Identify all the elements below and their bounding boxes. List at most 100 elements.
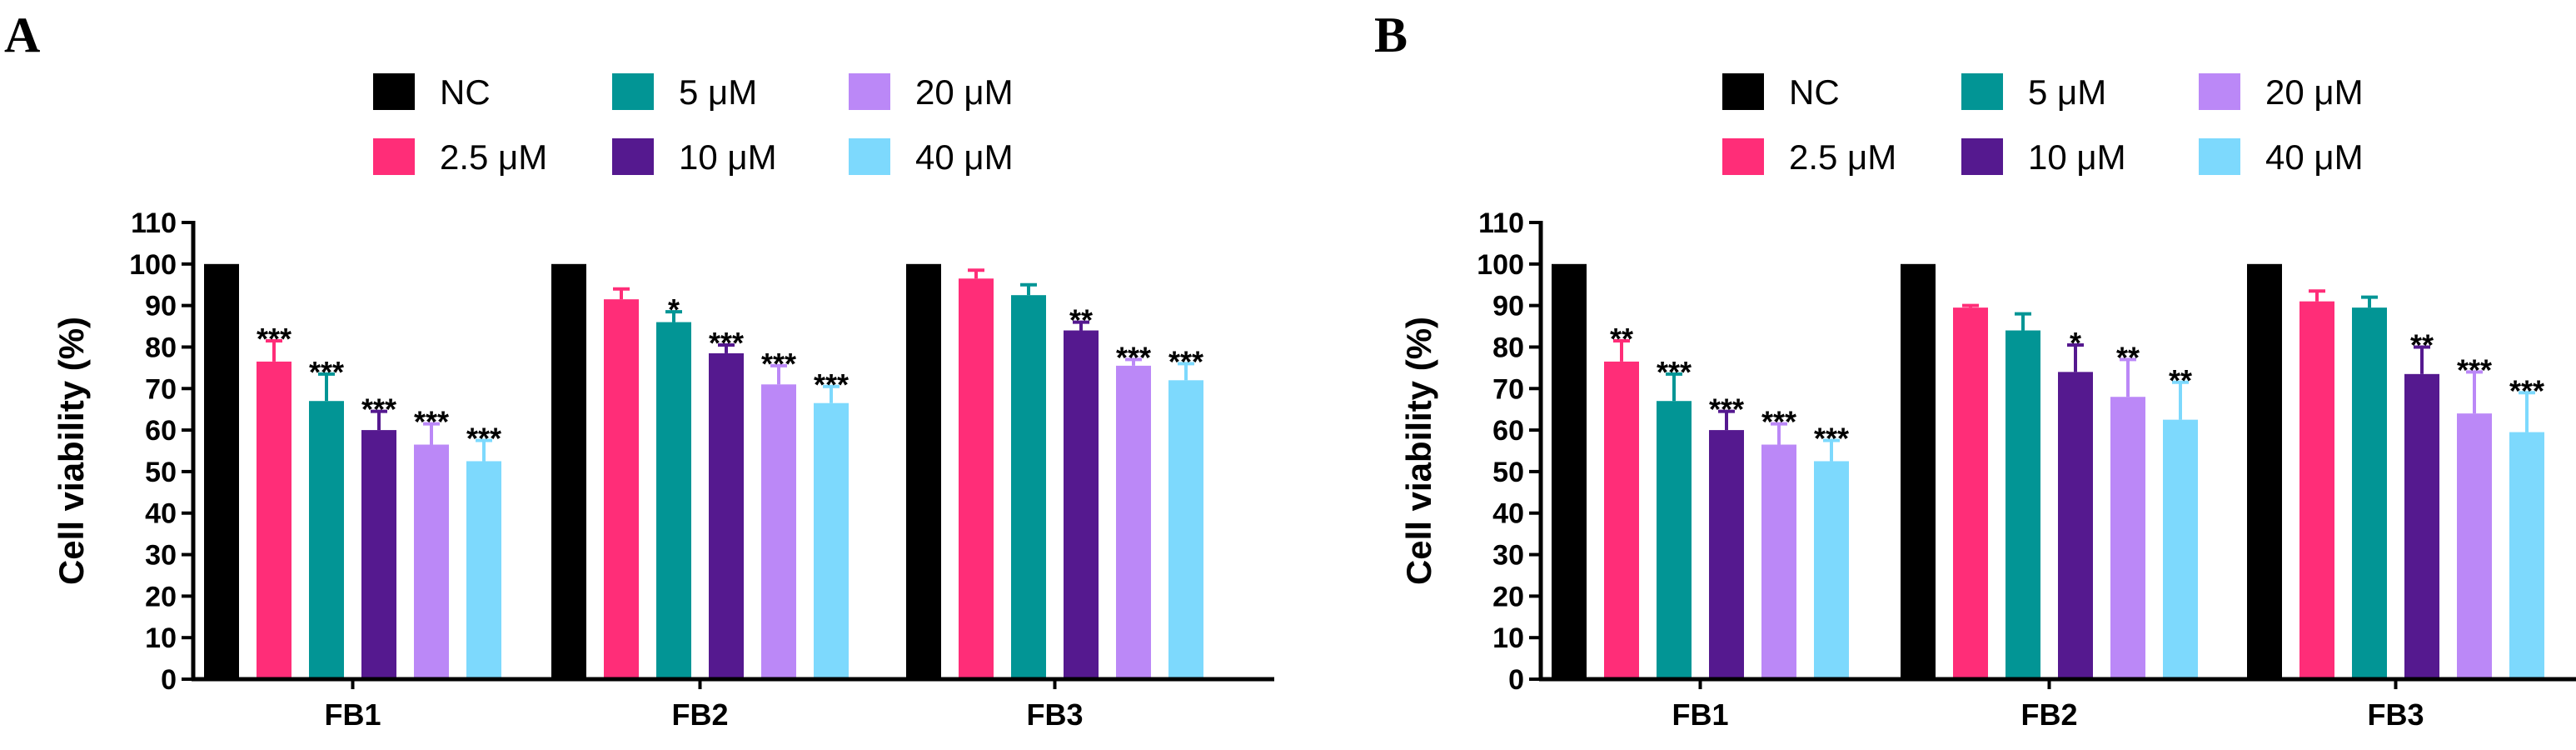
legend-swatch xyxy=(1722,73,1764,110)
legend-swatch xyxy=(612,73,654,110)
legend-label: 5 μM xyxy=(2028,72,2106,112)
significance-label: *** xyxy=(1709,392,1744,427)
y-tick-label: 30 xyxy=(1492,540,1524,572)
bar xyxy=(1604,361,1639,679)
bar xyxy=(551,263,586,679)
bar xyxy=(1168,380,1203,679)
significance-label: ** xyxy=(2169,363,2192,398)
bar xyxy=(414,444,449,679)
significance-label: *** xyxy=(1168,344,1203,378)
y-tick-label: 100 xyxy=(129,249,177,281)
y-axis-label: Cell viability (%) xyxy=(52,317,91,585)
bar xyxy=(814,402,849,679)
bar xyxy=(309,401,344,679)
bar xyxy=(361,430,396,679)
significance-label: *** xyxy=(1657,355,1692,389)
y-tick-label: 50 xyxy=(145,457,177,488)
bar xyxy=(1709,430,1744,679)
x-tick-label: FB1 xyxy=(1672,698,1728,732)
bar xyxy=(1901,263,1936,679)
bar xyxy=(761,384,796,679)
bar xyxy=(466,461,501,679)
bar xyxy=(1953,308,1988,679)
significance-label: *** xyxy=(361,392,396,427)
x-tick-label: FB2 xyxy=(671,698,728,732)
significance-label: *** xyxy=(1814,422,1849,456)
bar xyxy=(204,263,239,679)
bar xyxy=(257,361,291,679)
y-tick-label: 20 xyxy=(145,581,177,612)
legend-label: 10 μM xyxy=(679,138,777,177)
bar xyxy=(1011,295,1046,679)
significance-label: ** xyxy=(2116,340,2140,374)
y-tick-label: 90 xyxy=(1492,291,1524,322)
significance-label: *** xyxy=(257,322,291,356)
significance-label: *** xyxy=(414,405,449,439)
y-tick-label: 20 xyxy=(1492,581,1524,612)
legend-label: 40 μM xyxy=(915,138,1014,177)
legend-swatch xyxy=(373,73,415,110)
legend-swatch xyxy=(2199,138,2240,175)
y-tick-label: 0 xyxy=(161,664,177,696)
panel-letter: A xyxy=(4,8,40,62)
legend-label: 20 μM xyxy=(915,72,1014,112)
significance-label: *** xyxy=(2509,373,2544,408)
bar xyxy=(2058,372,2093,679)
x-tick-label: FB1 xyxy=(324,698,381,732)
y-tick-label: 100 xyxy=(1477,249,1524,281)
x-tick-label: FB2 xyxy=(2020,698,2077,732)
significance-label: * xyxy=(668,292,680,327)
significance-label: ** xyxy=(1069,303,1093,338)
y-tick-label: 60 xyxy=(145,415,177,447)
x-tick-label: FB3 xyxy=(2367,698,2424,732)
legend-swatch xyxy=(849,73,890,110)
bar xyxy=(1814,461,1849,679)
significance-label: *** xyxy=(814,368,849,402)
legend-label: NC xyxy=(1789,72,1840,112)
significance-label: *** xyxy=(309,355,344,389)
legend-swatch xyxy=(849,138,890,175)
bar xyxy=(2110,397,2145,679)
significance-label: *** xyxy=(2457,352,2492,387)
y-tick-label: 40 xyxy=(145,498,177,530)
significance-label: *** xyxy=(1761,405,1796,439)
significance-label: *** xyxy=(1116,340,1151,374)
legend-swatch xyxy=(2199,73,2240,110)
significance-label: ** xyxy=(1610,322,1633,356)
bar xyxy=(604,299,639,679)
bar xyxy=(2299,301,2334,679)
bar xyxy=(1761,444,1796,679)
bar xyxy=(2404,373,2439,679)
bar xyxy=(2163,419,2198,679)
panel-letter: B xyxy=(1374,8,1408,62)
legend-swatch xyxy=(1722,138,1764,175)
y-tick-label: 30 xyxy=(145,540,177,572)
bar xyxy=(2247,263,2282,679)
legend-swatch xyxy=(373,138,415,175)
legend-label: NC xyxy=(440,72,491,112)
y-tick-label: 90 xyxy=(145,291,177,322)
legend-swatch xyxy=(612,138,654,175)
x-tick-label: FB3 xyxy=(1026,698,1083,732)
y-axis-label: Cell viability (%) xyxy=(1399,317,1438,585)
y-tick-label: 0 xyxy=(1508,664,1524,696)
legend-label: 2.5 μM xyxy=(1789,138,1896,177)
y-tick-label: 60 xyxy=(1492,415,1524,447)
y-tick-label: 80 xyxy=(145,332,177,363)
y-tick-label: 110 xyxy=(131,208,177,239)
bar xyxy=(709,352,744,679)
bar xyxy=(2509,432,2544,679)
significance-label: ** xyxy=(2410,328,2434,362)
bar xyxy=(1657,401,1692,679)
legend-label: 20 μM xyxy=(2265,72,2364,112)
legend-swatch xyxy=(1961,138,2003,175)
significance-label: *** xyxy=(761,347,796,381)
significance-label: * xyxy=(2070,326,2081,360)
chart-panel-a: A NC 2.5 μM 5 μM 10 μM 20 μM 40 μM Cell viabili… xyxy=(4,8,1274,732)
bar xyxy=(1552,263,1587,679)
legend-label: 5 μM xyxy=(679,72,757,112)
legend-label: 40 μM xyxy=(2265,138,2364,177)
bar xyxy=(656,322,691,679)
bar xyxy=(1116,365,1151,679)
